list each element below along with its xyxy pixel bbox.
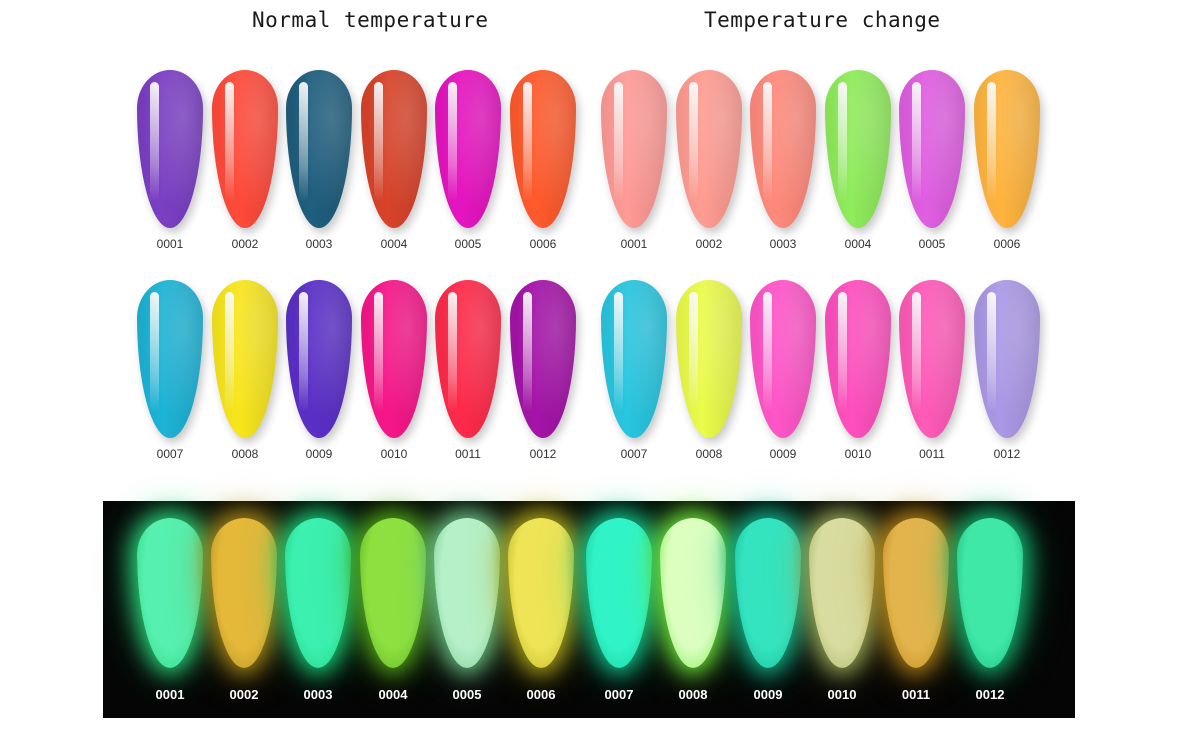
glow-swatch-0001 — [137, 518, 203, 668]
swatch-code-change-0010: 0010 — [844, 447, 872, 461]
glow-swatch-0007 — [586, 518, 652, 668]
nail-swatch-normal-0008 — [212, 280, 278, 438]
swatch-code-normal-0001: 0001 — [156, 237, 184, 251]
swatch-code-change-0011: 0011 — [919, 447, 945, 461]
glow-code-0004: 0004 — [378, 687, 408, 702]
glow-code-0010: 0010 — [827, 687, 857, 702]
nail-swatch-change-0006 — [974, 70, 1040, 228]
nail-swatch-change-0008 — [676, 280, 742, 438]
glow-swatch-0005 — [434, 518, 500, 668]
swatch-code-normal-0009: 0009 — [305, 447, 333, 461]
glow-code-0007: 0007 — [604, 687, 634, 702]
heading-temperature-change: Temperature change — [704, 8, 941, 32]
glow-swatch-0010 — [809, 518, 875, 668]
glow-code-0003: 0003 — [303, 687, 333, 702]
nail-swatch-change-0009 — [750, 280, 816, 438]
swatch-code-change-0007: 0007 — [620, 447, 648, 461]
swatch-code-change-0012: 0012 — [993, 447, 1021, 461]
nail-swatch-normal-0007 — [137, 280, 203, 438]
glow-swatch-0006 — [508, 518, 574, 668]
glow-swatch-0012 — [957, 518, 1023, 668]
swatch-code-normal-0003: 0003 — [305, 237, 333, 251]
glow-swatch-0002 — [211, 518, 277, 668]
glow-code-0005: 0005 — [452, 687, 482, 702]
nail-swatch-change-0010 — [825, 280, 891, 438]
heading-normal-temperature: Normal temperature — [252, 8, 489, 32]
nail-swatch-normal-0003 — [286, 70, 352, 228]
nail-swatch-change-0002 — [676, 70, 742, 228]
swatch-code-change-0008: 0008 — [695, 447, 723, 461]
glow-swatch-0008 — [660, 518, 726, 668]
nail-swatch-normal-0012 — [510, 280, 576, 438]
glow-swatch-0003 — [285, 518, 351, 668]
glow-code-0012: 0012 — [975, 687, 1005, 702]
swatch-code-change-0003: 0003 — [769, 237, 797, 251]
glow-code-0002: 0002 — [229, 687, 259, 702]
swatch-code-normal-0004: 0004 — [380, 237, 408, 251]
swatch-code-normal-0008: 0008 — [231, 447, 259, 461]
swatch-code-normal-0002: 0002 — [231, 237, 259, 251]
nail-swatch-normal-0002 — [212, 70, 278, 228]
nail-swatch-normal-0011 — [435, 280, 501, 438]
nail-swatch-normal-0010 — [361, 280, 427, 438]
swatch-code-normal-0007: 0007 — [156, 447, 184, 461]
glow-code-0009: 0009 — [753, 687, 783, 702]
glow-in-dark-panel: 0001 0002 0003 0004 0005 0006 0007 0008 0009 0010… — [103, 501, 1075, 718]
swatch-code-normal-0005: 0005 — [454, 237, 482, 251]
swatch-code-normal-0012: 0012 — [529, 447, 557, 461]
nail-swatch-change-0003 — [750, 70, 816, 228]
glow-code-0001: 0001 — [155, 687, 185, 702]
nail-swatch-change-0012 — [974, 280, 1040, 438]
glow-code-0008: 0008 — [678, 687, 708, 702]
nail-swatch-normal-0004 — [361, 70, 427, 228]
nail-swatch-normal-0009 — [286, 280, 352, 438]
glow-code-0011: 0011 — [901, 687, 931, 702]
swatch-code-normal-0006: 0006 — [529, 237, 557, 251]
nail-swatch-change-0011 — [899, 280, 965, 438]
swatch-code-change-0004: 0004 — [844, 237, 872, 251]
nail-swatch-normal-0005 — [435, 70, 501, 228]
glow-code-0006: 0006 — [526, 687, 556, 702]
nail-swatch-change-0005 — [899, 70, 965, 228]
glow-swatch-0009 — [735, 518, 801, 668]
nail-swatch-change-0004 — [825, 70, 891, 228]
glow-swatch-0011 — [883, 518, 949, 668]
swatch-code-change-0002: 0002 — [695, 237, 723, 251]
swatch-code-change-0006: 0006 — [993, 237, 1021, 251]
nail-swatch-normal-0006 — [510, 70, 576, 228]
swatch-code-change-0001: 0001 — [620, 237, 648, 251]
nail-swatch-normal-0001 — [137, 70, 203, 228]
nail-swatch-change-0007 — [601, 280, 667, 438]
glow-swatch-0004 — [360, 518, 426, 668]
swatch-code-change-0005: 0005 — [918, 237, 946, 251]
swatch-code-change-0009: 0009 — [769, 447, 797, 461]
nail-swatch-change-0001 — [601, 70, 667, 228]
swatch-code-normal-0010: 0010 — [380, 447, 408, 461]
swatch-code-normal-0011: 0011 — [455, 447, 481, 461]
